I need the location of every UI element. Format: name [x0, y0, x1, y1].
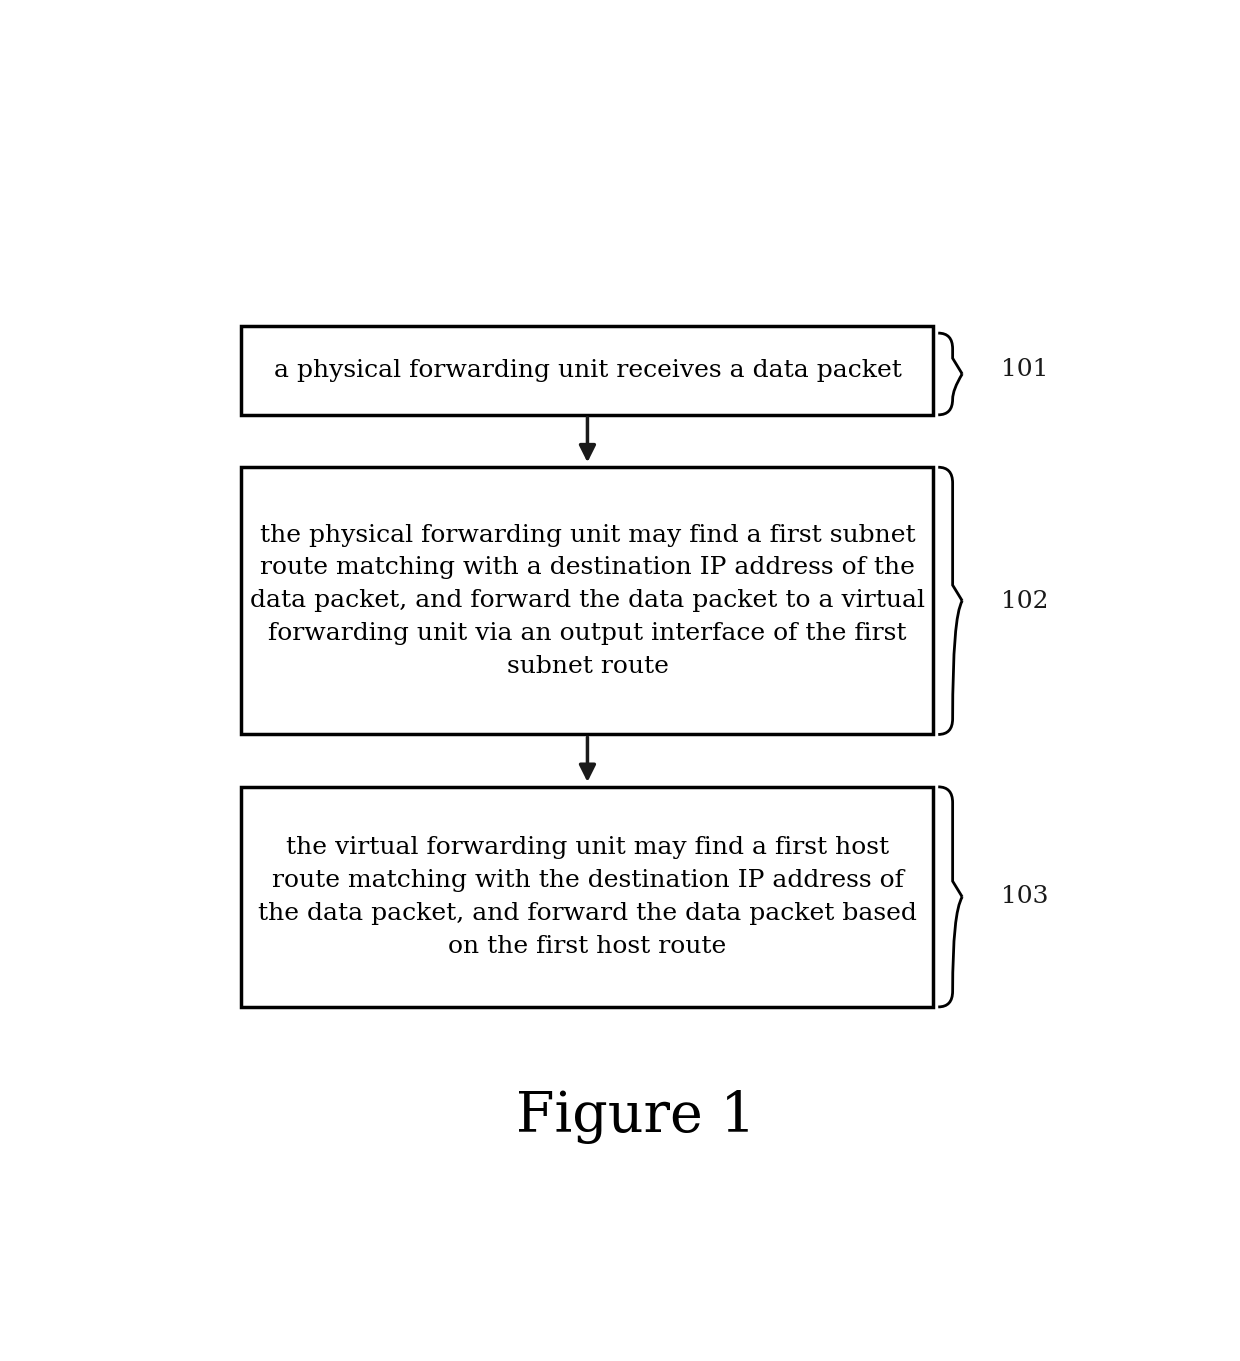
- FancyBboxPatch shape: [242, 467, 934, 735]
- Text: Figure 1: Figure 1: [516, 1090, 755, 1145]
- Text: a physical forwarding unit receives a data packet: a physical forwarding unit receives a da…: [274, 359, 901, 382]
- FancyBboxPatch shape: [242, 325, 934, 415]
- Text: 102: 102: [1001, 589, 1048, 612]
- FancyBboxPatch shape: [242, 787, 934, 1007]
- Text: the physical forwarding unit may find a first subnet
route matching with a desti: the physical forwarding unit may find a …: [250, 524, 925, 678]
- Text: 101: 101: [1001, 358, 1048, 381]
- Text: the virtual forwarding unit may find a first host
route matching with the destin: the virtual forwarding unit may find a f…: [258, 836, 916, 958]
- Text: 103: 103: [1001, 886, 1048, 908]
